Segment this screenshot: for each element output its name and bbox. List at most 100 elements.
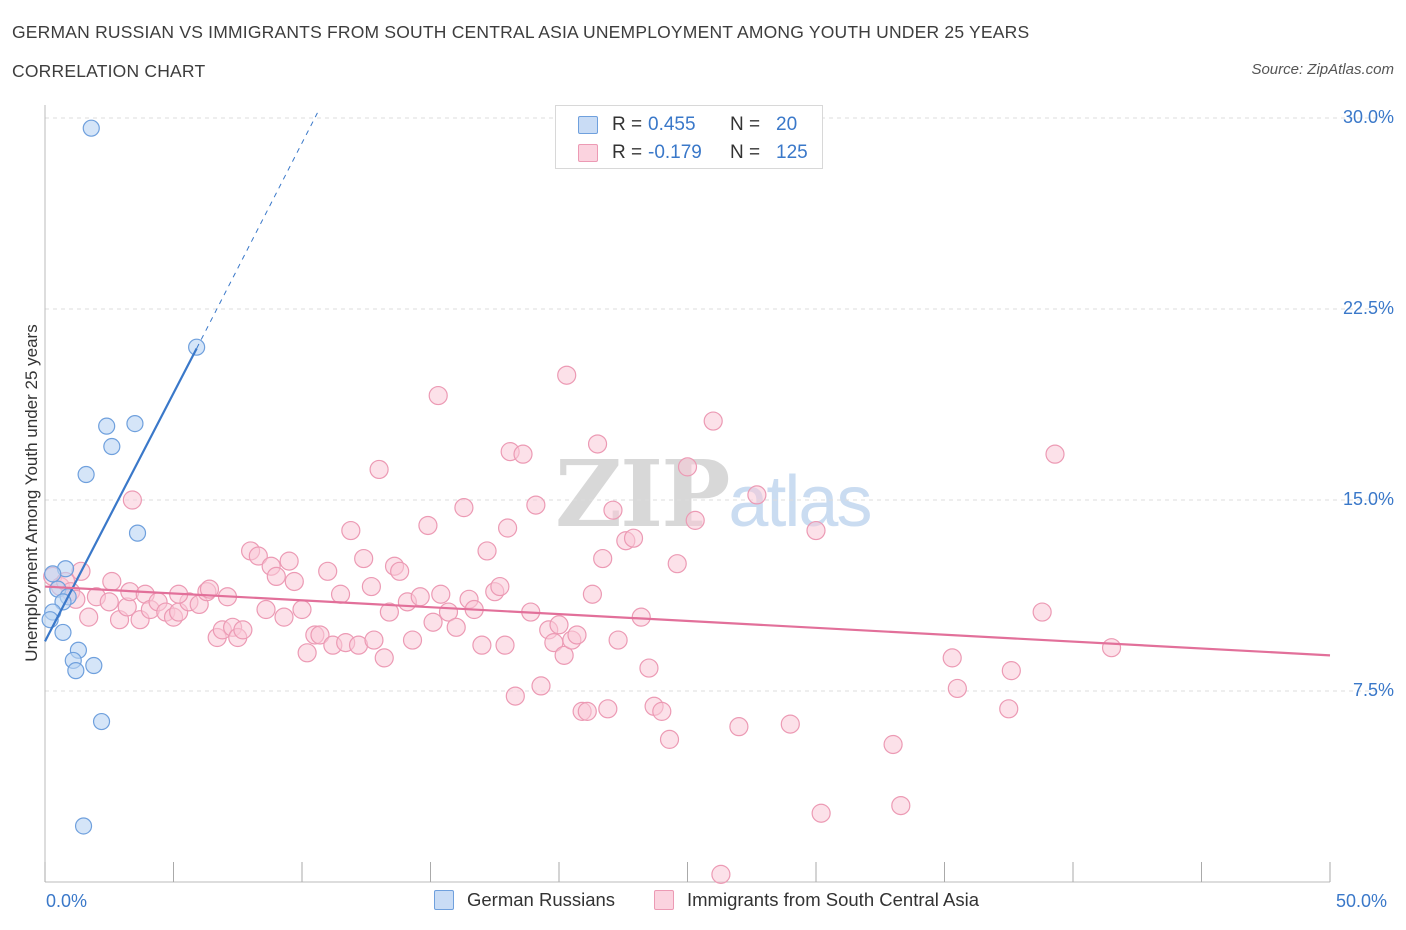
data-point-german-russians xyxy=(77,465,95,484)
data-point-immigrants xyxy=(780,714,800,734)
data-point-immigrants xyxy=(274,607,294,627)
data-point-immigrants xyxy=(1045,444,1065,464)
data-point-immigrants xyxy=(659,729,680,749)
data-point-immigrants xyxy=(1032,602,1052,622)
data-point-immigrants xyxy=(677,457,698,477)
data-point-immigrants xyxy=(667,554,687,574)
bottom-legend-immigrants: Immigrants from South Central Asia xyxy=(654,889,979,911)
data-point-immigrants xyxy=(374,648,394,668)
data-point-immigrants xyxy=(557,365,577,385)
grid-lines xyxy=(45,117,1390,692)
data-point-immigrants xyxy=(729,717,749,737)
stats-legend: R = 0.455 N = 20 R = -0.179 N = 125 xyxy=(555,105,823,169)
legend-swatch-blue xyxy=(434,890,454,910)
data-point-immigrants xyxy=(292,599,312,620)
legend-n-label: N = xyxy=(730,142,761,163)
legend-n-value: 20 xyxy=(776,114,798,135)
legend-swatch-pink xyxy=(654,890,674,910)
legend-r-value: -0.179 xyxy=(648,142,702,163)
data-point-immigrants xyxy=(490,576,510,597)
y-tick-label: 15.0% xyxy=(1342,489,1394,509)
data-point-immigrants xyxy=(703,411,723,431)
data-point-german-russians xyxy=(85,656,103,675)
x-tick-max: 50.0% xyxy=(1336,891,1388,911)
data-point-immigrants xyxy=(79,607,99,627)
data-point-immigrants xyxy=(582,584,603,604)
data-point-german-russians xyxy=(98,417,116,435)
data-point-immigrants xyxy=(379,602,399,622)
legend-n-label: N = xyxy=(730,114,761,135)
y-axis-label: Unemployment Among Youth under 25 years xyxy=(22,324,41,662)
data-point-german-russians xyxy=(92,712,111,731)
trend-line-german-russians xyxy=(44,347,198,642)
data-point-immigrants xyxy=(577,701,597,721)
data-point-german-russians xyxy=(103,437,121,456)
data-point-german-russians xyxy=(126,415,144,433)
data-point-immigrants xyxy=(354,548,374,569)
data-point-immigrants xyxy=(418,515,438,536)
data-point-immigrants xyxy=(513,444,533,464)
legend-r-value: 0.455 xyxy=(648,114,696,135)
data-point-immigrants xyxy=(593,548,613,569)
data-point-immigrants xyxy=(811,803,831,823)
legend-label-german-russians: German Russians xyxy=(467,889,616,910)
data-point-immigrants xyxy=(248,546,268,566)
y-tick-label: 7.5% xyxy=(1352,680,1394,700)
data-point-immigrants xyxy=(598,699,618,719)
data-point-immigrants xyxy=(256,599,276,620)
y-tick-label: 22.5% xyxy=(1342,298,1394,318)
data-point-immigrants xyxy=(122,490,142,510)
data-point-immigrants xyxy=(279,551,299,571)
data-point-immigrants xyxy=(341,520,361,541)
data-point-immigrants xyxy=(318,561,338,581)
data-point-immigrants xyxy=(947,678,967,699)
legend-swatch-blue xyxy=(578,116,598,134)
data-point-immigrants xyxy=(747,485,767,505)
data-point-immigrants xyxy=(369,459,389,480)
source-label: Source: ZipAtlas.com xyxy=(1251,61,1394,78)
data-point-immigrants xyxy=(549,615,569,635)
data-point-immigrants xyxy=(390,561,410,581)
bottom-legend-german-russians: German Russians xyxy=(434,889,615,911)
data-point-immigrants xyxy=(428,385,448,406)
trend-line-immigrants xyxy=(44,585,1331,657)
y-tick-label: 30.0% xyxy=(1342,107,1394,127)
data-point-immigrants xyxy=(891,795,911,816)
data-point-german-russians xyxy=(67,662,85,680)
data-point-immigrants xyxy=(711,864,731,884)
legend-r-label: R = xyxy=(612,114,643,135)
data-point-immigrants xyxy=(608,630,628,650)
data-point-immigrants xyxy=(364,630,384,650)
trend-line-german-russians-extension xyxy=(196,112,318,349)
series-immigrants-points xyxy=(43,365,1122,884)
data-point-immigrants xyxy=(603,500,623,520)
data-point-immigrants xyxy=(99,592,119,612)
data-point-immigrants xyxy=(423,612,443,632)
data-point-immigrants xyxy=(266,566,286,587)
data-point-immigrants xyxy=(639,658,659,678)
data-point-immigrants xyxy=(883,734,903,755)
data-point-immigrants xyxy=(477,541,497,561)
data-point-german-russians xyxy=(54,623,72,642)
trend-lines xyxy=(44,112,1331,657)
data-point-immigrants xyxy=(531,676,551,696)
data-point-immigrants xyxy=(410,587,430,607)
data-point-immigrants xyxy=(431,584,451,604)
data-point-immigrants xyxy=(498,518,518,538)
legend-swatch-pink xyxy=(578,144,598,162)
data-point-german-russians xyxy=(44,565,62,583)
data-point-immigrants xyxy=(361,576,381,597)
data-point-immigrants xyxy=(567,625,587,645)
data-point-immigrants xyxy=(310,625,330,645)
legend-row-german-russians: R = 0.455 N = 20 xyxy=(578,113,797,137)
data-point-immigrants xyxy=(402,630,423,650)
chart-title: GERMAN RUSSIAN VS IMMIGRANTS FROM SOUTH … xyxy=(12,22,1030,42)
data-point-immigrants xyxy=(942,648,962,668)
axes xyxy=(44,105,1331,883)
x-tick-min: 0.0% xyxy=(46,891,88,911)
data-point-immigrants xyxy=(554,645,574,665)
data-point-immigrants xyxy=(330,584,351,604)
data-point-german-russians xyxy=(188,338,206,356)
data-point-immigrants xyxy=(102,571,122,592)
